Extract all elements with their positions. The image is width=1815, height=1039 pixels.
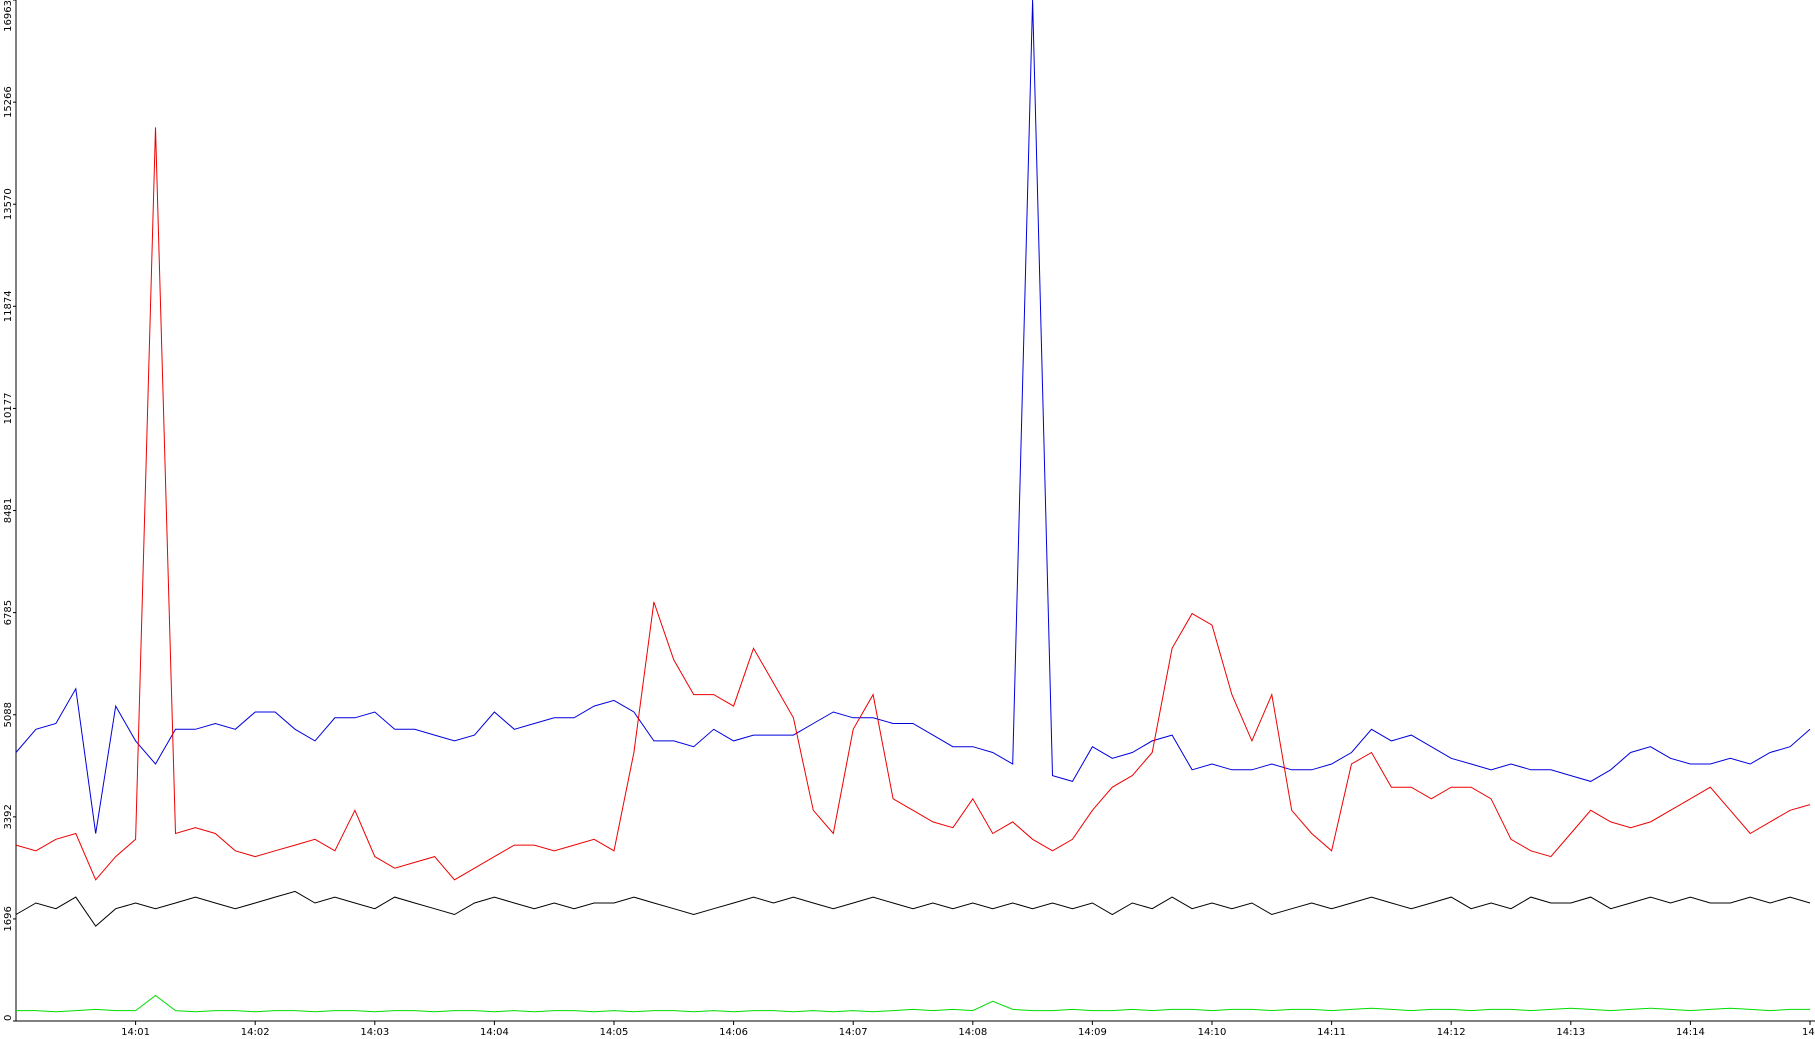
x-tick-label: 14:07: [839, 1027, 868, 1038]
y-tick-label: 5088: [3, 702, 14, 727]
x-tick-label: 14:03: [360, 1027, 389, 1038]
x-tick-label: 14:: [1802, 1027, 1815, 1038]
series-line: [15, 890, 1811, 927]
x-tick-label: 14:04: [480, 1027, 509, 1038]
x-tick-label: 14:09: [1078, 1027, 1107, 1038]
series-line: [15, 0, 1811, 834]
x-tick-label: 14:12: [1437, 1027, 1466, 1038]
y-tick-label: 10177: [3, 393, 14, 425]
x-tick-label: 14:10: [1198, 1027, 1227, 1038]
x-tick-label: 14:05: [600, 1027, 629, 1038]
x-tick-label: 14:01: [121, 1027, 150, 1038]
series-line: [16, 994, 1810, 1013]
y-tick-label: 1696: [3, 906, 14, 931]
y-tick-label: 0: [3, 1015, 14, 1021]
y-tick-label: 15266: [3, 86, 14, 118]
y-tick-label: 11874: [3, 290, 14, 322]
x-tick-label: 14:14: [1676, 1027, 1705, 1038]
x-tick-label: 14:13: [1556, 1027, 1585, 1038]
x-tick-label: 14:08: [958, 1027, 987, 1038]
y-tick-label: 6785: [3, 600, 14, 625]
y-tick-label: 8481: [3, 498, 14, 523]
y-tick-label: 16963: [3, 0, 14, 32]
x-tick-label: 14:06: [719, 1027, 748, 1038]
series-line: [15, 127, 1811, 881]
y-tick-label: 13570: [3, 188, 14, 220]
x-tick-label: 14:11: [1317, 1027, 1346, 1038]
x-tick-label: 14:02: [241, 1027, 270, 1038]
y-tick-label: 3392: [3, 804, 14, 829]
